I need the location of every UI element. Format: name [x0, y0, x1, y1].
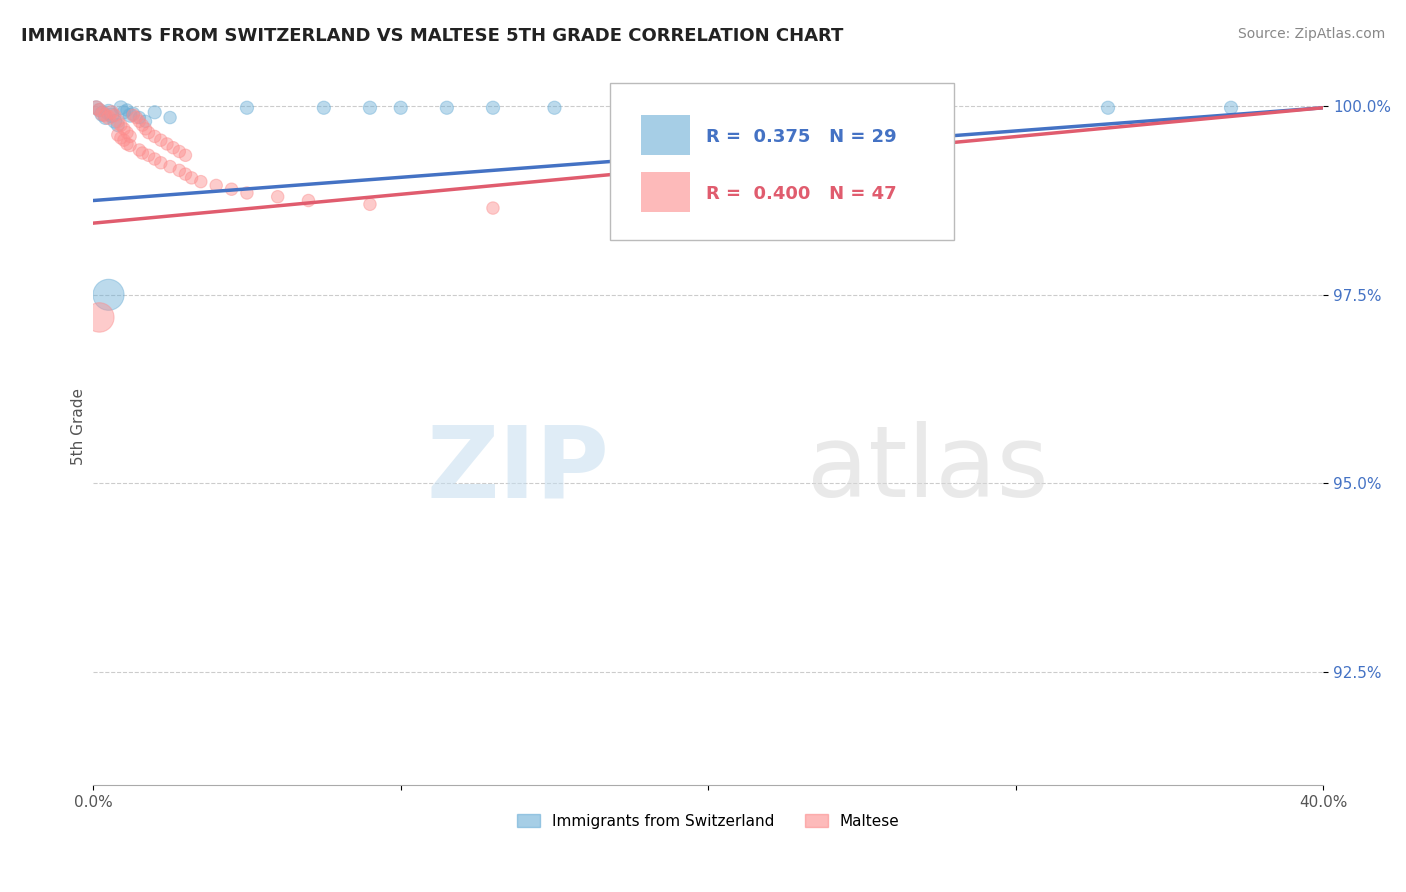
Point [112, 105, 135, 120]
Point [100, 108, 122, 122]
Point [236, 101, 259, 115]
Point [104, 114, 127, 128]
Point [115, 136, 138, 151]
Point [143, 105, 166, 120]
FancyBboxPatch shape [610, 83, 955, 241]
Point [162, 141, 184, 155]
Point [97, 111, 120, 125]
Point [912, 101, 935, 115]
Point [84, 101, 107, 115]
Point [436, 101, 458, 115]
Point [100, 105, 122, 120]
Point [267, 190, 290, 204]
Point [138, 126, 160, 140]
Point [110, 118, 132, 132]
Point [138, 148, 160, 162]
Point [190, 175, 212, 189]
Text: atlas: atlas [807, 421, 1049, 518]
Point [149, 133, 172, 147]
Point [120, 129, 142, 144]
Point [1220, 101, 1243, 115]
Point [236, 186, 259, 200]
Text: Source: ZipAtlas.com: Source: ZipAtlas.com [1237, 27, 1385, 41]
Point [174, 167, 197, 181]
Bar [641, 172, 690, 211]
Point [107, 118, 129, 132]
Point [359, 101, 381, 115]
Point [112, 121, 135, 136]
Point [389, 101, 412, 115]
Point [221, 182, 243, 196]
Point [84, 101, 107, 115]
Point [89, 103, 111, 117]
Point [149, 156, 172, 170]
Point [205, 178, 228, 193]
Point [359, 197, 381, 211]
Point [482, 101, 505, 115]
Point [159, 111, 181, 125]
Point [143, 152, 166, 166]
Point [128, 143, 150, 157]
Point [169, 145, 191, 159]
Point [312, 101, 335, 115]
Y-axis label: 5th Grade: 5th Grade [72, 388, 86, 466]
Point [169, 163, 191, 178]
Point [1097, 101, 1119, 115]
Point [482, 201, 505, 215]
Text: R =  0.400   N = 47: R = 0.400 N = 47 [706, 185, 897, 202]
Point [134, 114, 156, 128]
Point [125, 111, 148, 125]
Point [112, 133, 135, 147]
Point [128, 111, 150, 125]
Text: IMMIGRANTS FROM SWITZERLAND VS MALTESE 5TH GRADE CORRELATION CHART: IMMIGRANTS FROM SWITZERLAND VS MALTESE 5… [21, 27, 844, 45]
Point [89, 103, 111, 117]
Point [180, 170, 202, 185]
Point [94, 108, 117, 122]
Point [131, 146, 153, 161]
Point [131, 118, 153, 132]
Point [297, 194, 319, 208]
Bar [641, 115, 690, 154]
Point [122, 107, 145, 121]
Point [115, 126, 138, 140]
Point [91, 107, 114, 121]
Point [543, 101, 565, 115]
Point [110, 131, 132, 145]
Point [89, 310, 111, 325]
Point [758, 101, 780, 115]
Point [159, 160, 181, 174]
Point [97, 105, 120, 120]
Point [120, 138, 142, 153]
Point [156, 136, 179, 151]
Point [107, 128, 129, 142]
Text: ZIP: ZIP [427, 421, 610, 518]
Point [97, 287, 120, 301]
Point [134, 121, 156, 136]
Point [115, 103, 138, 117]
Point [122, 108, 145, 122]
Point [110, 101, 132, 115]
Point [120, 108, 142, 122]
Point [128, 114, 150, 128]
Point [174, 148, 197, 162]
Text: R =  0.375   N = 29: R = 0.375 N = 29 [706, 128, 897, 145]
Point [94, 111, 117, 125]
Point [91, 107, 114, 121]
Point [104, 108, 127, 122]
Point [143, 129, 166, 144]
Point [107, 114, 129, 128]
Legend: Immigrants from Switzerland, Maltese: Immigrants from Switzerland, Maltese [510, 807, 905, 835]
